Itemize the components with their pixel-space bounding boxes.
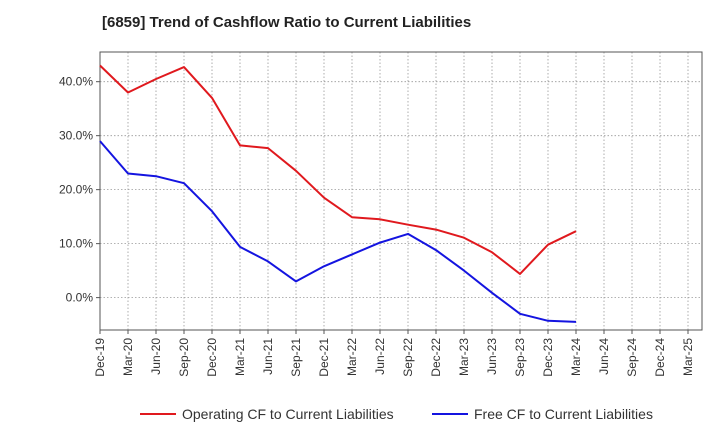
x-tick-label: Sep-21 xyxy=(289,338,303,377)
y-tick-label: 10.0% xyxy=(59,237,93,251)
x-tick-label: Jun-24 xyxy=(597,338,611,375)
x-tick-label: Mar-25 xyxy=(681,338,695,376)
x-tick-label: Dec-24 xyxy=(653,338,667,377)
y-tick-label: 30.0% xyxy=(59,129,93,143)
x-tick-label: Jun-22 xyxy=(373,338,387,375)
chart-title: [6859] Trend of Cashflow Ratio to Curren… xyxy=(102,14,472,31)
x-tick-label: Sep-23 xyxy=(513,338,527,377)
x-tick-label: Sep-20 xyxy=(177,338,191,377)
x-axis: Dec-19 Mar-20 Jun-20 Sep-20 Dec-20 Mar-21 Jun-… xyxy=(93,330,695,377)
y-axis: 0.0% 10.0% 20.0% 30.0% 40.0% xyxy=(59,75,100,305)
plot-frame xyxy=(99,51,703,331)
grid-layer xyxy=(99,52,702,330)
legend-label: Operating CF to Current Liabilities xyxy=(182,406,394,422)
y-tick-label: 0.0% xyxy=(66,291,94,305)
x-tick-label: Sep-24 xyxy=(625,338,639,377)
x-tick-label: Mar-23 xyxy=(457,338,471,376)
x-tick-label: Dec-23 xyxy=(541,338,555,377)
x-tick-label: Mar-22 xyxy=(345,338,359,376)
series-line-1 xyxy=(99,64,577,275)
x-tick-label: Jun-23 xyxy=(485,338,499,375)
legend-label: Free CF to Current Liabilities xyxy=(474,406,653,422)
x-tick-label: Jun-21 xyxy=(261,338,275,375)
x-tick-label: Dec-19 xyxy=(93,338,107,377)
x-tick-label: Mar-21 xyxy=(233,338,247,376)
x-tick-label: Dec-20 xyxy=(205,338,219,377)
x-tick-label: Sep-22 xyxy=(401,338,415,377)
x-tick-label: Jun-20 xyxy=(149,338,163,375)
y-tick-label: 20.0% xyxy=(59,183,93,197)
x-tick-label: Mar-20 xyxy=(121,338,135,376)
series-layer xyxy=(99,64,577,323)
legend: Operating CF to Current Liabilities Free … xyxy=(140,406,653,422)
y-tick-label: 40.0% xyxy=(59,75,93,89)
x-tick-label: Mar-24 xyxy=(569,338,583,376)
x-tick-label: Dec-21 xyxy=(317,338,331,377)
x-tick-label: Dec-22 xyxy=(429,338,443,377)
series-line-2 xyxy=(99,140,577,323)
